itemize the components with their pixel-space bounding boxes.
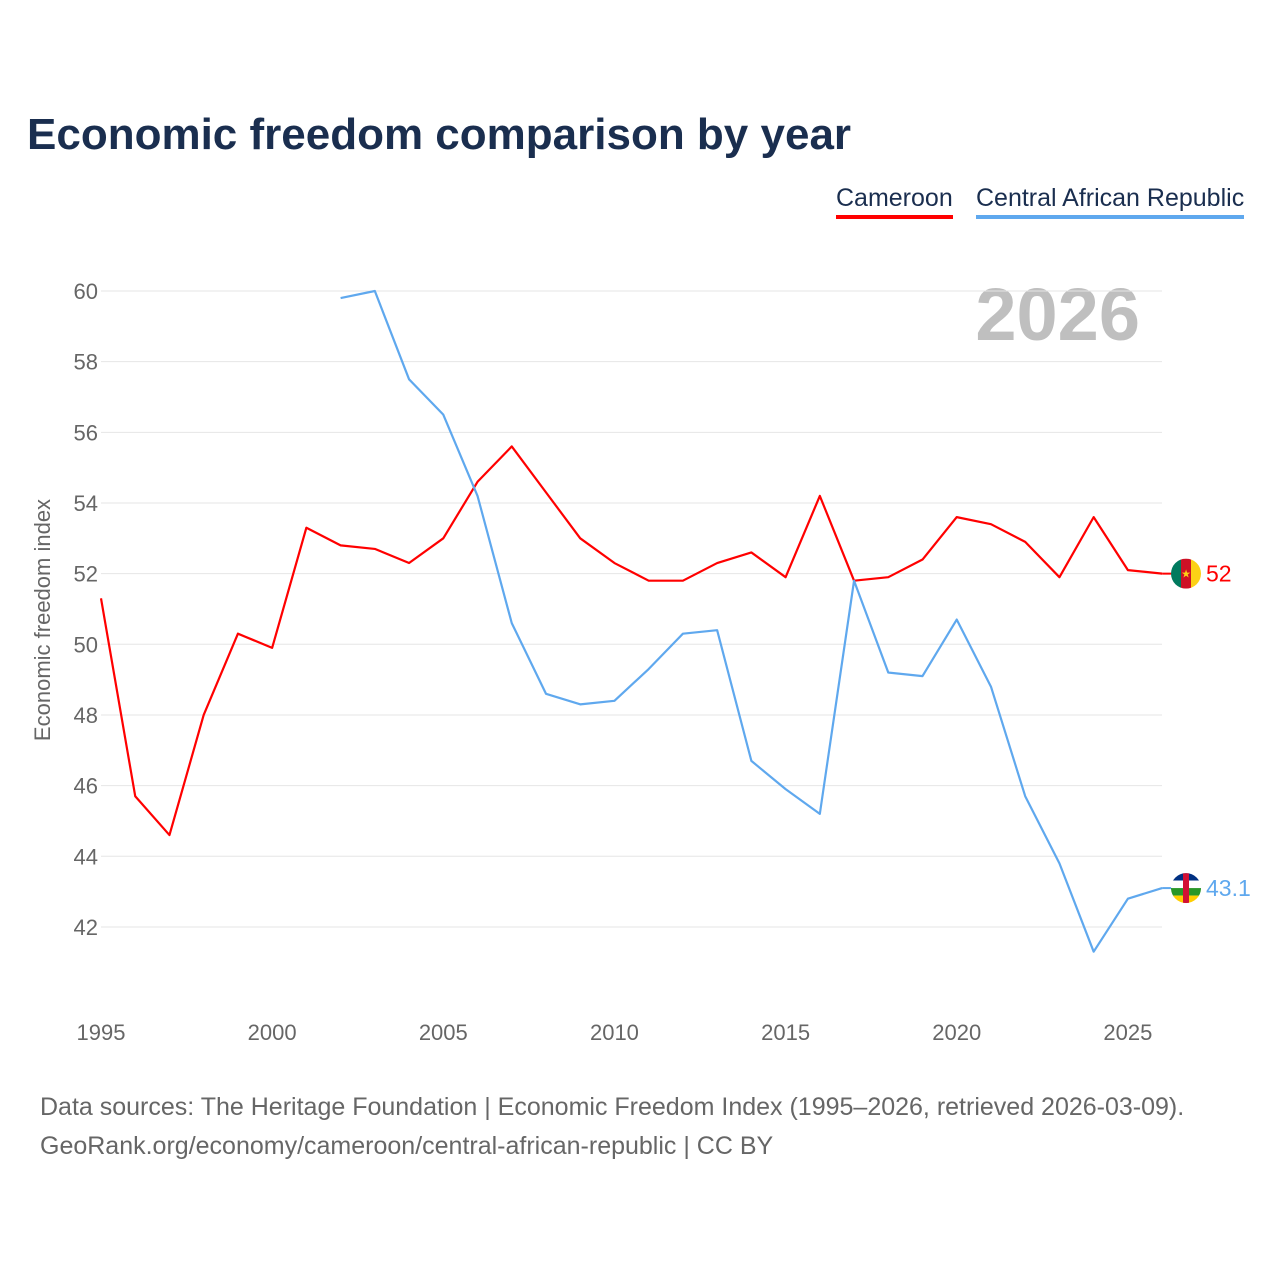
series-line-car xyxy=(340,289,1163,953)
x-tick-label: 2005 xyxy=(419,1020,468,1045)
flag-stripe xyxy=(1181,558,1191,589)
flag-stripe xyxy=(1171,558,1181,589)
footer: Data sources: The Heritage Foundation | … xyxy=(40,1088,1184,1166)
x-tick-label: 2000 xyxy=(248,1020,297,1045)
footer-link[interactable]: GeoRank.org/economy/cameroon/central-afr… xyxy=(40,1132,774,1160)
end-value-label: 43.1 xyxy=(1206,875,1251,901)
x-tick-label: 1995 xyxy=(77,1020,126,1045)
x-tick-label: 2020 xyxy=(932,1020,981,1045)
legend-cameroon[interactable]: Cameroon xyxy=(836,184,953,219)
car-flag-icon xyxy=(1171,873,1201,904)
chart-title: Economic freedom comparison by year xyxy=(27,110,852,159)
footer-sources: Data sources: The Heritage Foundation | … xyxy=(40,1093,1185,1121)
y-tick-label: 42 xyxy=(74,915,98,940)
y-tick-label: 48 xyxy=(74,703,98,728)
legend-central-african-republic[interactable]: Central African Republic xyxy=(976,184,1245,219)
flag-stripe xyxy=(1183,873,1189,904)
x-tick-label: 2010 xyxy=(590,1020,639,1045)
y-tick-label: 52 xyxy=(74,562,98,587)
x-tick-label: 2015 xyxy=(761,1020,810,1045)
y-axis-label: Economic freedom index xyxy=(30,499,55,741)
y-tick-label: 60 xyxy=(74,279,98,304)
flag-stripe xyxy=(1191,558,1201,589)
flag-body: ★ xyxy=(1171,558,1201,589)
flag-star: ★ xyxy=(1181,569,1191,581)
x-tick-label: 2025 xyxy=(1103,1020,1152,1045)
flag-body xyxy=(1171,873,1201,904)
cameroon-flag-icon: ★ xyxy=(1171,558,1201,589)
y-tick-label: 46 xyxy=(74,774,98,799)
series-line-cameroon xyxy=(99,445,1163,837)
y-tick-label: 50 xyxy=(74,632,98,657)
y-tick-label: 58 xyxy=(74,350,98,375)
y-tick-label: 54 xyxy=(74,491,98,516)
year-watermark: 2026 xyxy=(975,273,1140,356)
end-value-label: 52 xyxy=(1206,561,1232,587)
y-tick-label: 56 xyxy=(74,420,98,445)
y-tick-label: 44 xyxy=(74,844,98,869)
